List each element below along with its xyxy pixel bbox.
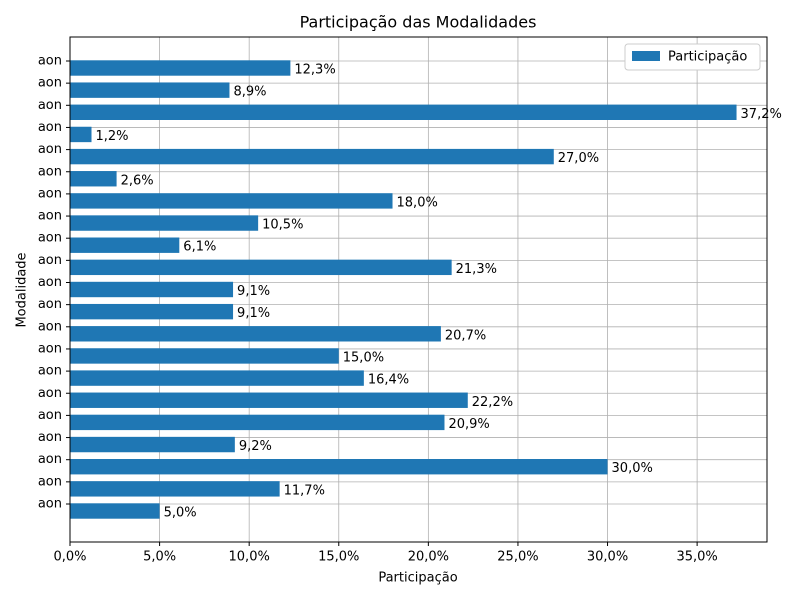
value-label: 9,1% — [237, 284, 270, 299]
value-label: 2,6% — [121, 173, 154, 188]
bar — [70, 326, 441, 342]
y-tick-label: aon — [38, 474, 62, 489]
bar — [70, 215, 259, 231]
value-label: 16,4% — [368, 373, 409, 388]
value-label: 20,7% — [445, 328, 486, 343]
value-label: 12,3% — [294, 63, 335, 78]
bar — [70, 171, 117, 187]
bar — [70, 436, 235, 453]
bar — [70, 193, 393, 209]
value-label: 1,2% — [96, 129, 129, 144]
y-axis-label: Modalidade — [15, 252, 30, 327]
bar — [70, 303, 234, 320]
plot-frame — [69, 36, 768, 543]
bar — [70, 503, 160, 519]
y-tick-label: aon — [38, 430, 62, 445]
y-tick-label: aon — [38, 54, 62, 69]
value-label: 11,7% — [284, 483, 325, 498]
x-tick-label: 35,0% — [676, 550, 717, 565]
legend-label: Participação — [668, 50, 747, 65]
y-tick-label: aon — [38, 275, 62, 290]
x-axis-label: Participação — [378, 571, 457, 586]
y-tick-label: aon — [38, 186, 62, 201]
bar — [70, 481, 280, 497]
x-tick-label: 0,0% — [53, 550, 86, 565]
y-tick-label: aon — [38, 319, 62, 334]
value-label: 30,0% — [612, 461, 653, 476]
bar — [70, 237, 180, 253]
bar — [70, 348, 339, 364]
y-tick-label: aon — [38, 231, 62, 246]
y-tick-label: aon — [38, 142, 62, 157]
value-label: 27,0% — [558, 151, 599, 166]
value-label: 20,9% — [448, 417, 489, 432]
value-label: 22,2% — [472, 395, 513, 410]
bar — [70, 459, 608, 475]
bar — [70, 370, 364, 386]
value-label: 9,2% — [239, 439, 272, 454]
x-tick-label: 20,0% — [408, 550, 449, 565]
bar — [70, 104, 737, 120]
value-label: 5,0% — [164, 506, 197, 521]
value-label: 37,2% — [741, 107, 782, 122]
chart-title: Participação das Modalidades — [300, 13, 537, 32]
value-label: 21,3% — [456, 262, 497, 277]
y-tick-label: aon — [38, 386, 62, 401]
bar — [70, 259, 452, 276]
bar — [70, 281, 234, 298]
y-tick-label: aon — [38, 452, 62, 467]
y-tick-label: aon — [38, 76, 62, 91]
value-label: 18,0% — [397, 195, 438, 210]
bar — [70, 60, 291, 76]
bar — [70, 414, 445, 431]
y-tick-label: aon — [38, 497, 62, 512]
value-label: 10,5% — [262, 218, 303, 233]
bar — [70, 82, 230, 98]
y-tick-label: aon — [38, 364, 62, 379]
y-tick-label: aon — [38, 297, 62, 312]
y-tick-label: aon — [38, 253, 62, 268]
value-label: 15,0% — [343, 350, 384, 365]
y-tick-label: aon — [38, 341, 62, 356]
y-tick-label: aon — [38, 98, 62, 113]
legend-box — [624, 43, 761, 71]
y-tick-label: aon — [38, 120, 62, 135]
y-tick-label: aon — [38, 408, 62, 423]
value-label: 9,1% — [237, 306, 270, 321]
bar — [70, 126, 92, 143]
y-tick-label: aon — [38, 209, 62, 224]
x-tick-label: 5,0% — [143, 550, 176, 565]
x-tick-label: 10,0% — [229, 550, 270, 565]
legend-swatch — [632, 51, 660, 61]
x-tick-label: 15,0% — [318, 550, 359, 565]
x-tick-label: 25,0% — [497, 550, 538, 565]
bar — [70, 148, 554, 165]
y-tick-label: aon — [38, 164, 62, 179]
x-tick-label: 30,0% — [587, 550, 628, 565]
value-label: 6,1% — [183, 240, 216, 255]
value-label: 8,9% — [233, 85, 266, 100]
bar — [70, 392, 468, 408]
